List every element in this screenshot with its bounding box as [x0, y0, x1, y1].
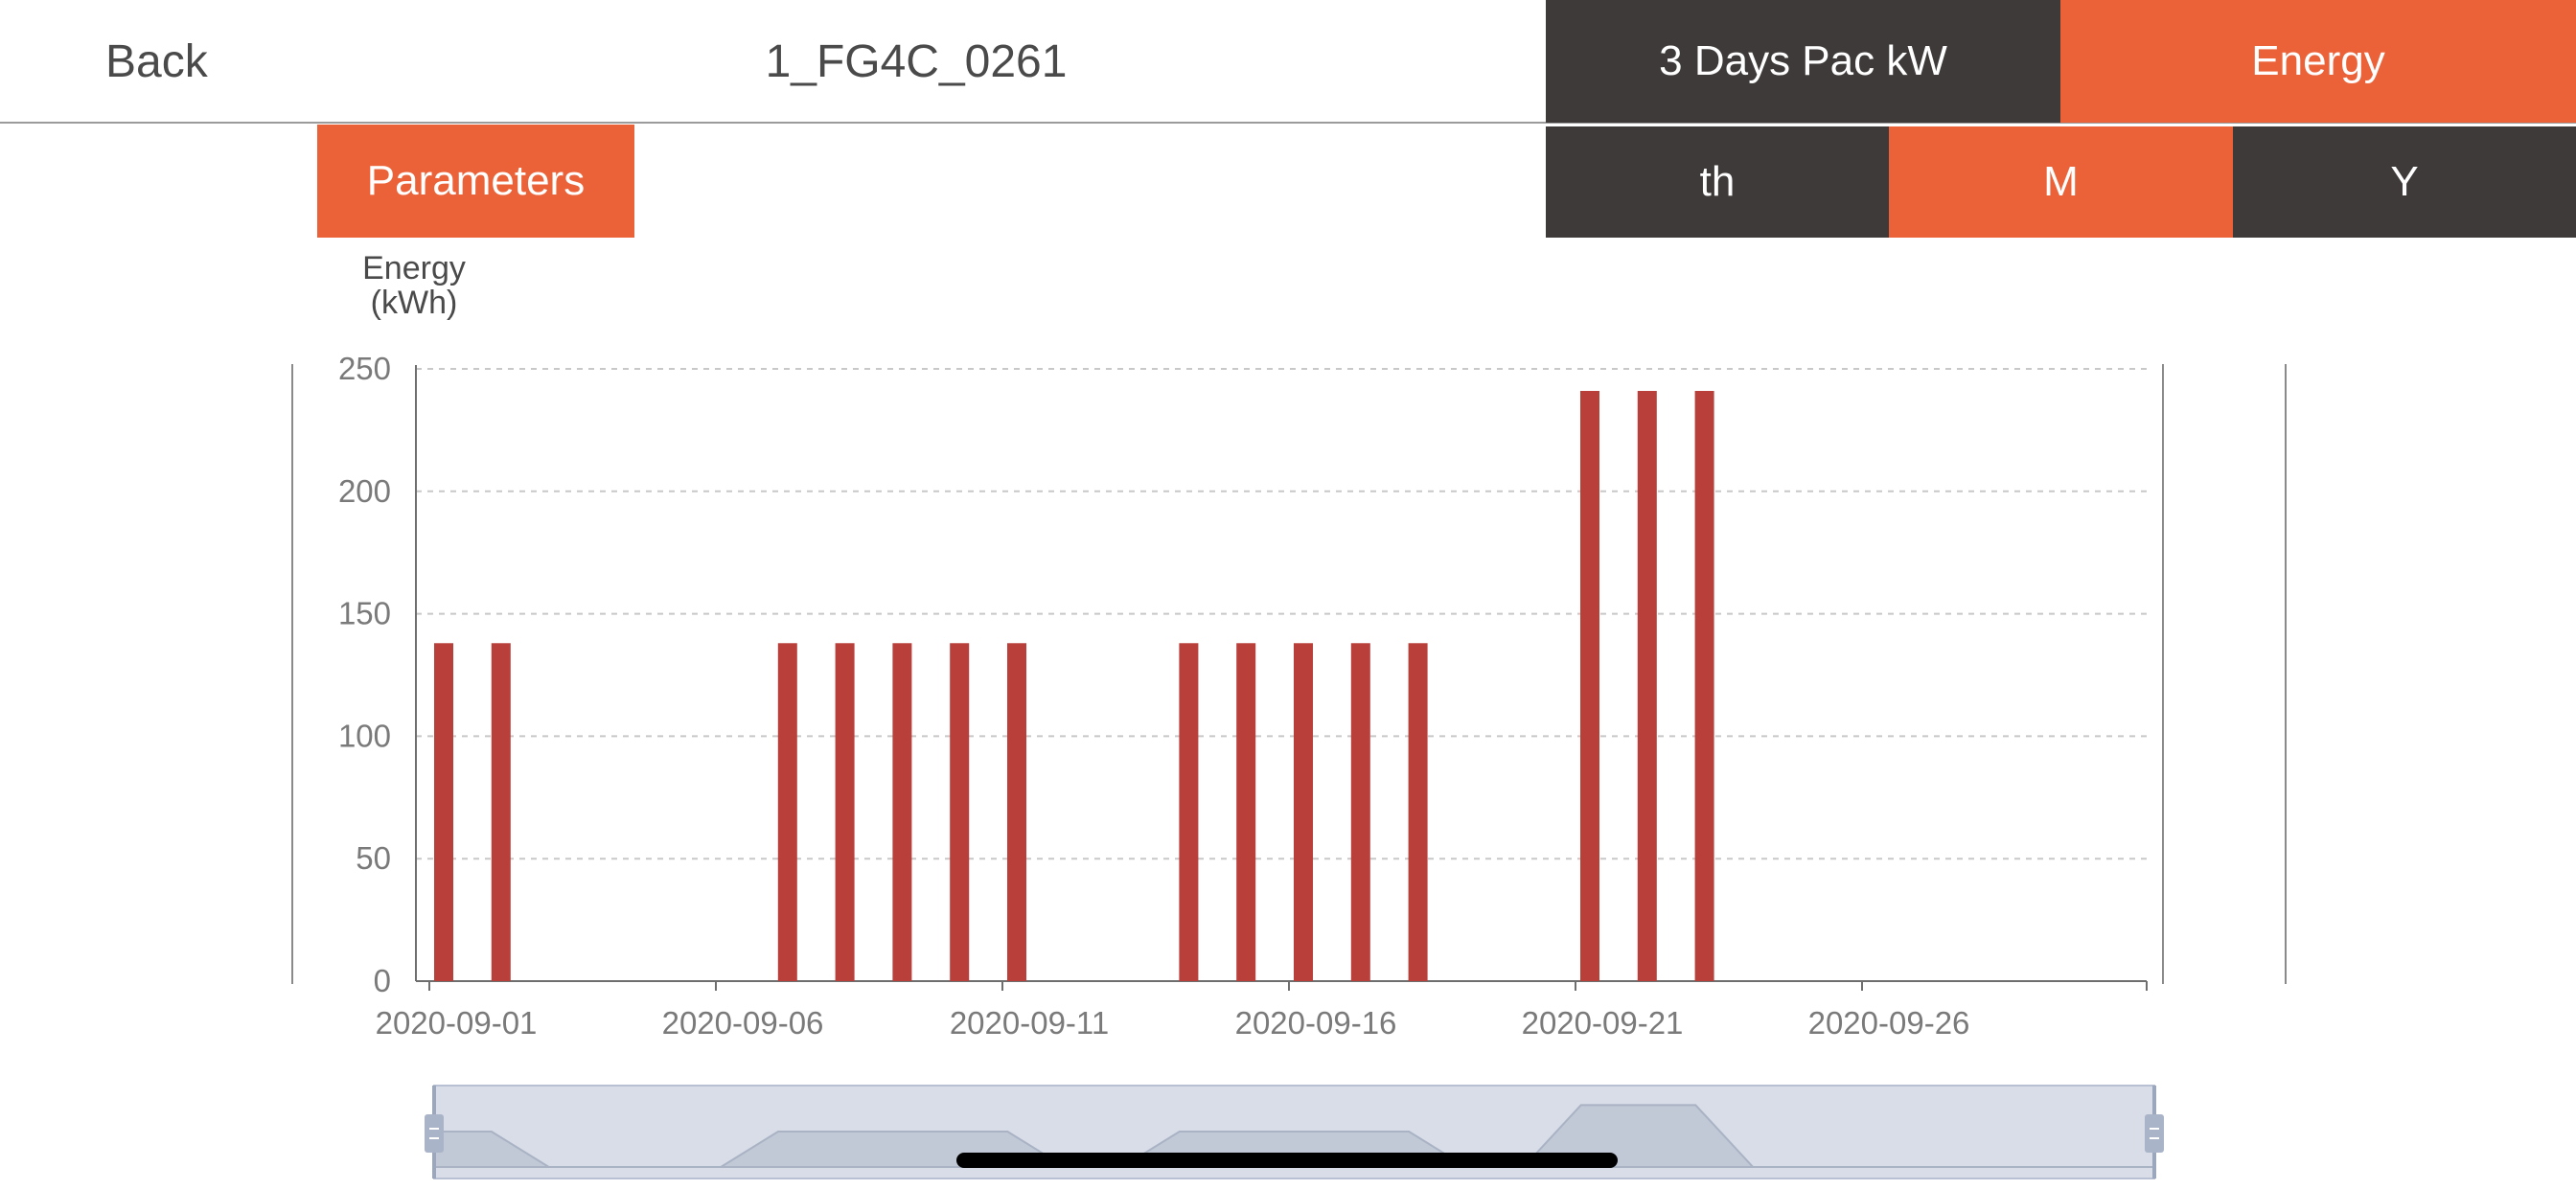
y-axis-title-line2: (kWh): [370, 285, 458, 321]
bar: [1350, 643, 1370, 981]
x-tick-label: 2020-09-11: [950, 1005, 1109, 1041]
zoom-handle-left[interactable]: [425, 1086, 444, 1179]
zoom-overview-area: [433, 1104, 2154, 1168]
bars: [434, 391, 1714, 981]
period-tab-m[interactable]: M: [1889, 126, 2233, 238]
bar: [1294, 643, 1313, 981]
bar: [1580, 391, 1599, 981]
y-axis-title-line1: Energy: [362, 250, 466, 286]
x-axis-ticks: 2020-09-01 2020-09-06 2020-09-11 2020-09-16…: [376, 981, 1970, 1041]
y-tick-label: 50: [356, 840, 391, 876]
period-tab-th[interactable]: th: [1546, 126, 1889, 238]
x-tick-label: 2020-09-16: [1235, 1005, 1397, 1041]
bar: [491, 643, 511, 981]
bar: [835, 643, 855, 981]
parameters-button[interactable]: Parameters: [317, 125, 634, 238]
y-tick-label: 0: [374, 963, 391, 998]
y-axis-ticks: 0 50 100 150 200 250: [338, 351, 391, 998]
gridlines: [416, 368, 2147, 860]
tab-energy[interactable]: Energy: [2060, 0, 2576, 123]
bar: [1408, 643, 1428, 981]
axes: [415, 365, 2148, 991]
back-button[interactable]: Back: [105, 36, 208, 87]
bar: [1007, 643, 1026, 981]
bar: [777, 643, 797, 981]
bar: [950, 643, 970, 981]
bar: [1637, 391, 1657, 981]
tab-3-days-pac[interactable]: 3 Days Pac kW: [1546, 0, 2060, 123]
bar: [1179, 643, 1199, 981]
x-tick-label: 2020-09-26: [1808, 1005, 1970, 1041]
period-tab-y[interactable]: Y: [2233, 126, 2576, 238]
y-tick-label: 200: [338, 473, 391, 509]
y-tick-label: 100: [338, 718, 391, 753]
y-tick-label: 250: [338, 351, 391, 386]
y-axis-title: Energy (kWh): [318, 251, 510, 320]
bar: [434, 643, 453, 981]
x-tick-label: 2020-09-21: [1522, 1005, 1684, 1041]
bar: [1694, 391, 1714, 981]
bar: [892, 643, 912, 981]
bar: [1236, 643, 1256, 981]
chart-outer-frame: [291, 364, 2287, 984]
x-tick-label: 2020-09-06: [662, 1005, 824, 1041]
y-tick-label: 150: [338, 596, 391, 631]
home-indicator: [956, 1153, 1618, 1168]
top-bar: Back 1_FG4C_0261: [0, 0, 2576, 124]
zoom-handle-right[interactable]: [2145, 1086, 2164, 1179]
x-tick-label: 2020-09-01: [376, 1005, 538, 1041]
zoom-handle-right-grip[interactable]: [2145, 1114, 2164, 1153]
zoom-handle-left-grip[interactable]: [425, 1114, 444, 1153]
